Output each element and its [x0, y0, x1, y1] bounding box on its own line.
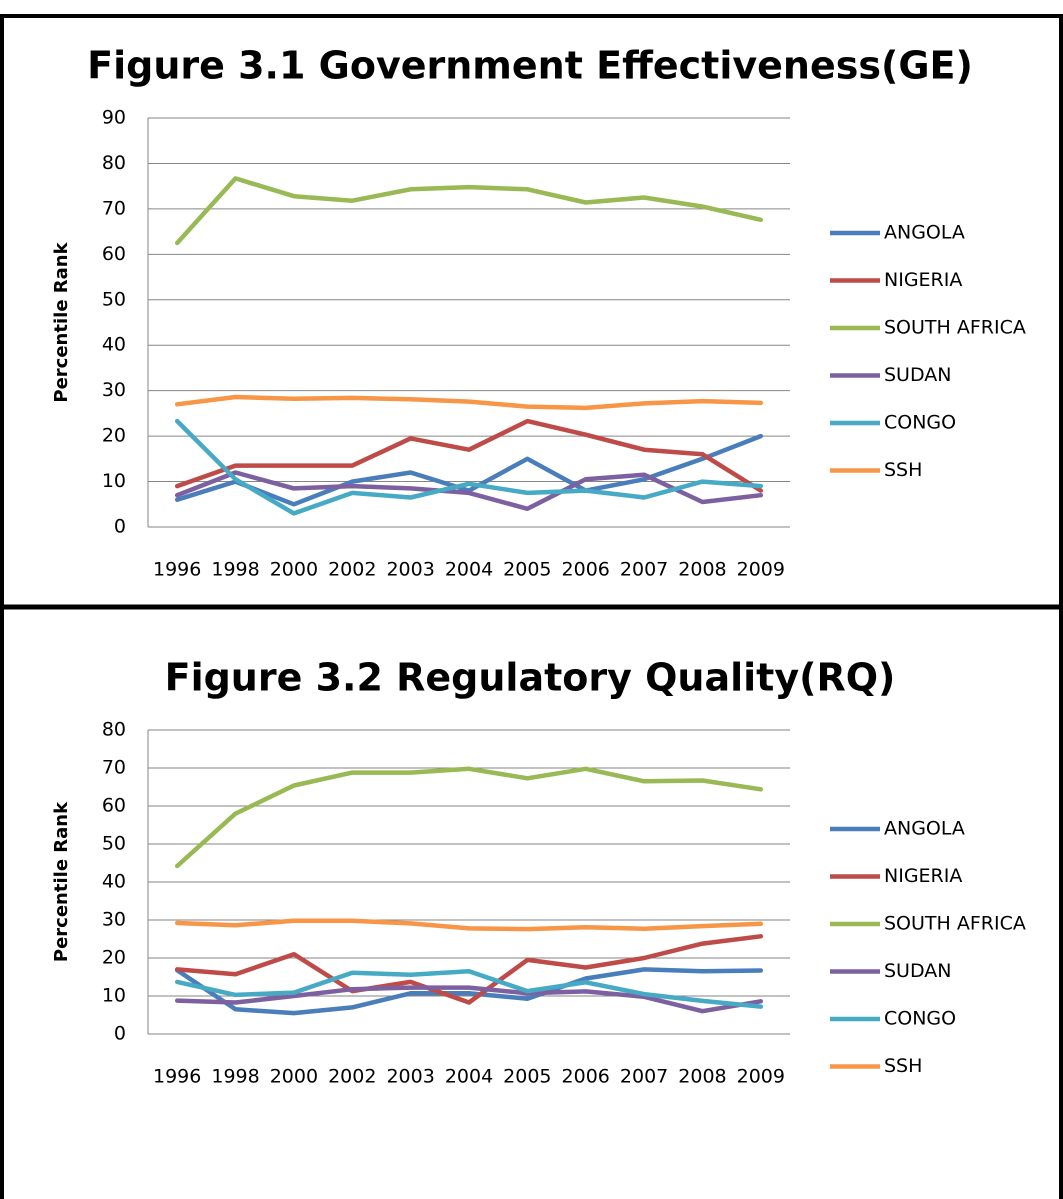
legend-label: SSH: [884, 459, 922, 481]
series-line: [174, 934, 764, 1005]
legend-label: SUDAN: [884, 960, 951, 982]
legend-label: ANGOLA: [884, 222, 965, 244]
series-line: [174, 394, 764, 411]
x-tick-label: 2002: [328, 1066, 376, 1088]
series-line: [174, 967, 764, 1016]
x-tick-label: 2004: [445, 1066, 493, 1088]
y-tick-label: 30: [102, 379, 126, 401]
x-tick-label: 2008: [678, 559, 726, 581]
series-line: [174, 918, 764, 932]
x-tick-label: 2009: [737, 1066, 785, 1088]
x-tick-label: 1998: [211, 1066, 259, 1088]
series-line: [174, 470, 764, 512]
y-tick-label: 70: [102, 757, 126, 779]
series-line: [174, 433, 764, 507]
legend-label: SOUTH AFRICA: [884, 913, 1026, 935]
x-tick-label: 2000: [270, 559, 318, 581]
x-tick-label: 1998: [211, 559, 259, 581]
x-tick-label: 2000: [270, 1066, 318, 1088]
y-tick-label: 90: [102, 107, 126, 129]
x-tick-label: 2008: [678, 1066, 726, 1088]
x-tick-label: 2005: [503, 1066, 551, 1088]
x-tick-label: 2006: [562, 1066, 610, 1088]
legend-label: SSH: [884, 1055, 922, 1077]
y-tick-label: 30: [102, 909, 126, 931]
series-line: [174, 766, 764, 869]
x-tick-label: 1996: [153, 1066, 201, 1088]
y-axis-label: Percentile Rank: [51, 241, 72, 402]
chart-title: Figure 3.1 Government Effectiveness(GE): [87, 44, 973, 88]
y-tick-label: 80: [102, 719, 126, 741]
legend-label: CONGO: [884, 412, 956, 434]
y-axis-label: Percentile Rank: [51, 801, 72, 962]
x-tick-label: 2009: [737, 559, 785, 581]
y-tick-label: 60: [102, 795, 126, 817]
y-tick-label: 20: [102, 947, 126, 969]
y-tick-label: 50: [102, 288, 126, 310]
x-tick-label: 2006: [562, 559, 610, 581]
x-tick-label: 2005: [503, 559, 551, 581]
y-tick-label: 50: [102, 833, 126, 855]
series-line: [174, 418, 764, 493]
y-tick-label: 20: [102, 425, 126, 447]
y-tick-label: 10: [102, 985, 126, 1007]
x-tick-label: 1996: [153, 559, 201, 581]
x-tick-label: 2003: [386, 559, 434, 581]
legend-label: CONGO: [884, 1008, 956, 1030]
legend-label: SOUTH AFRICA: [884, 317, 1026, 339]
x-tick-label: 2003: [386, 1066, 434, 1088]
series-line: [174, 418, 764, 516]
y-tick-label: 40: [102, 871, 126, 893]
y-tick-label: 0: [114, 516, 126, 538]
series-line: [174, 985, 764, 1014]
chart-title: Figure 3.2 Regulatory Quality(RQ): [165, 656, 896, 700]
x-tick-label: 2007: [620, 1066, 668, 1088]
y-tick-label: 70: [102, 197, 126, 219]
legend-label: SUDAN: [884, 364, 951, 386]
legend-label: ANGOLA: [884, 818, 965, 840]
x-tick-label: 2002: [328, 559, 376, 581]
x-tick-label: 2004: [445, 559, 493, 581]
series-line: [174, 176, 764, 246]
y-tick-label: 10: [102, 470, 126, 492]
y-tick-label: 40: [102, 334, 126, 356]
legend-label: NIGERIA: [884, 865, 962, 887]
y-tick-label: 60: [102, 243, 126, 265]
y-tick-label: 80: [102, 152, 126, 174]
x-tick-label: 2007: [620, 559, 668, 581]
series-line: [174, 969, 764, 1009]
y-tick-label: 0: [114, 1023, 126, 1045]
legend-label: NIGERIA: [884, 269, 962, 291]
